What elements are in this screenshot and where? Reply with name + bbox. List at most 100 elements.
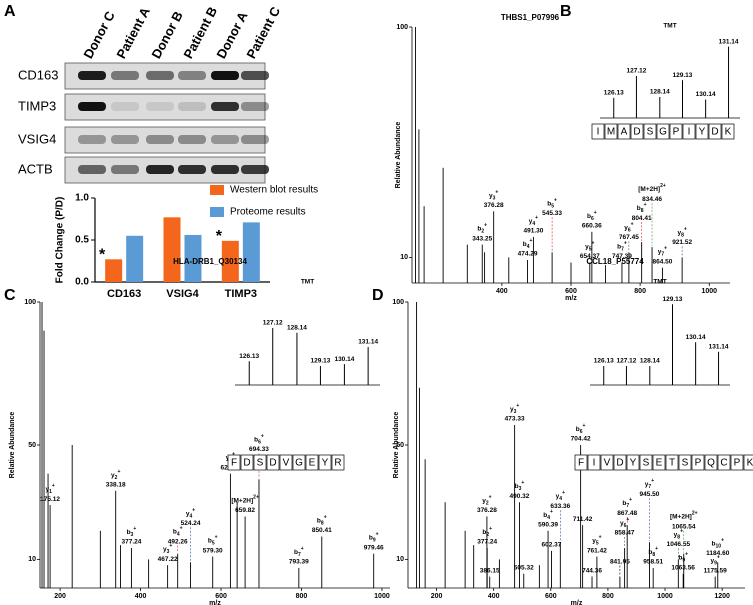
- blot-band: [146, 135, 174, 144]
- sample-label: Patient C: [243, 4, 283, 61]
- mz-label: 979.46: [364, 544, 384, 551]
- residue: Q: [707, 458, 715, 469]
- residue: P: [673, 127, 680, 138]
- protein-label: ACTB: [18, 161, 53, 176]
- residue: G: [659, 127, 667, 138]
- tmt-mz-label: 126.13: [604, 90, 624, 97]
- sample-label: Donor C: [80, 8, 118, 61]
- blot-strip: [64, 126, 266, 154]
- blot-band: [241, 71, 269, 80]
- x-tick-label: 800: [602, 593, 614, 600]
- residue: S: [257, 458, 264, 469]
- residue-box: [717, 454, 731, 471]
- mz-label: 767.45: [619, 234, 639, 241]
- mz-label: 377.24: [121, 539, 141, 546]
- blot-band: [78, 135, 106, 144]
- x-axis-label: m/z: [565, 295, 577, 302]
- legend-swatch: [210, 207, 224, 217]
- residue: M: [607, 127, 615, 138]
- bar: [221, 240, 239, 282]
- ion-label: y2+: [482, 495, 491, 507]
- residue-box: [691, 454, 705, 471]
- ion-label: [M+2H]2+: [231, 495, 259, 504]
- residue-box: [626, 454, 640, 471]
- residue: T: [669, 458, 675, 469]
- residue-box: [574, 454, 588, 471]
- ion-label: b8+: [637, 202, 647, 214]
- bar: [184, 234, 202, 282]
- mz-label: 834.46: [642, 196, 662, 203]
- ion-label: y7+: [658, 246, 667, 258]
- mz-label: 858.47: [615, 530, 635, 537]
- ion-label: y5+: [592, 535, 601, 547]
- mz-label: 841.95: [610, 558, 630, 565]
- x-tick-label: 400: [488, 593, 500, 600]
- x-tick-label: CD163: [107, 288, 141, 300]
- y-tick-label: 1.0: [75, 193, 89, 204]
- residue: Y: [322, 458, 329, 469]
- x-tick-label: 600: [215, 593, 227, 600]
- ion-label: y8+: [677, 227, 686, 239]
- y-tick-label: 10: [396, 556, 404, 563]
- mz-label: 921.52: [672, 239, 692, 246]
- ion-label: y7+: [645, 479, 654, 491]
- legend-swatch: [210, 185, 224, 195]
- tmt-mz-label: 127.12: [626, 68, 646, 75]
- mz-label: 694.33: [249, 446, 269, 453]
- y-axis-label: Relative Abundance: [9, 412, 16, 479]
- residue-box: [643, 123, 657, 140]
- mz-label: 505.32: [514, 564, 534, 571]
- ion-label: b3+: [515, 481, 525, 493]
- blot-band: [211, 135, 239, 144]
- residue: E: [309, 458, 316, 469]
- spectrum-title: THBS1_P07996: [501, 13, 560, 22]
- x-axis-label: m/z: [209, 600, 221, 605]
- mz-label: 343.25: [472, 235, 492, 242]
- y-axis-label: Relative Abundance: [393, 412, 400, 479]
- ion-label: b10+: [712, 538, 725, 550]
- y-tick-label: 10: [28, 556, 36, 563]
- mz-label: 744.36: [582, 567, 602, 574]
- y-tick-label: 50: [396, 442, 404, 449]
- residue-box: [292, 454, 306, 471]
- residue-box: [652, 454, 666, 471]
- ion-label: y9+: [711, 555, 720, 567]
- ion-label: b9+: [678, 552, 688, 564]
- ion-label: y8+: [674, 529, 683, 541]
- blot-band: [111, 135, 139, 144]
- residue: V: [283, 458, 290, 469]
- x-tick-label: 800: [296, 593, 308, 600]
- bar: [105, 259, 123, 282]
- ion-label: b2+: [477, 223, 487, 235]
- residue: G: [295, 458, 303, 469]
- residue: D: [269, 458, 276, 469]
- blot-band: [146, 102, 174, 111]
- ion-label: y4+: [556, 491, 565, 503]
- x-tick-label: 400: [135, 593, 147, 600]
- ion-label: y5+: [585, 241, 594, 253]
- mz-label: 467.22: [158, 556, 178, 563]
- mz-label: 490.32: [510, 493, 530, 500]
- y-tick-label: 0.5: [75, 235, 89, 246]
- mz-label: 864.50: [652, 258, 672, 265]
- ion-label: b7+: [622, 497, 632, 509]
- blot-band: [146, 165, 174, 174]
- residue-box: [591, 123, 605, 140]
- blot-band: [78, 71, 106, 80]
- panel-label: D: [372, 287, 384, 304]
- tmt-mz-label: 130.14: [696, 91, 716, 98]
- mz-label: 804.41: [632, 215, 652, 222]
- mz-label: 633.36: [550, 503, 570, 510]
- tmt-mz-label: 131.14: [358, 339, 378, 346]
- ion-label: b8+: [648, 546, 658, 558]
- tmt-label: TMT: [653, 279, 666, 286]
- mz-label: 1046.55: [667, 541, 691, 548]
- mz-label: 602.37: [542, 542, 562, 549]
- ion-label: b4+: [523, 238, 533, 250]
- mz-label: 660.36: [582, 223, 602, 230]
- tmt-mz-label: 128.14: [640, 358, 660, 365]
- ion-label: b9+: [369, 532, 379, 544]
- x-tick-label: 1000: [374, 593, 390, 600]
- mz-label: 492.26: [168, 538, 188, 545]
- residue: V: [604, 458, 611, 469]
